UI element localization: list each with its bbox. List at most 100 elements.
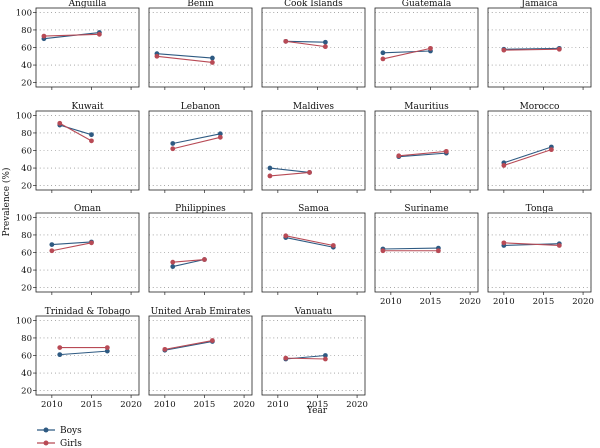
y-tick-label: 100 <box>16 8 32 18</box>
point-boys <box>209 55 215 61</box>
point-girls <box>57 120 63 126</box>
series-line-girls <box>398 150 447 157</box>
series-line-boys <box>156 53 213 59</box>
panel-title: Samoa <box>298 204 329 214</box>
series-line-boys <box>285 237 334 248</box>
y-tick-label: 40 <box>21 61 32 71</box>
x-tick-label: 2020 <box>120 400 142 410</box>
panel-frame <box>148 7 253 88</box>
panel-jamaica: Jamaica <box>487 0 592 90</box>
series-line-boys <box>503 47 560 50</box>
y-tick-label: 20 <box>21 79 32 89</box>
series-line-girls <box>164 340 213 350</box>
point-girls <box>89 138 94 144</box>
x-tick-label: 2020 <box>572 297 594 307</box>
series-line-boys <box>164 340 213 351</box>
y-tick-label: 20 <box>21 284 32 294</box>
panel-anguilla: Anguilla 20 40 60 80 100 <box>16 0 140 90</box>
panel-title: Morocco <box>520 102 560 112</box>
panel-title: United Arab Emirates <box>151 307 251 317</box>
series-line-girls <box>503 48 560 51</box>
panel-philippines: Philippines <box>148 204 253 295</box>
series-line-girls <box>285 235 334 247</box>
point-girls <box>89 240 94 246</box>
series-line-boys <box>398 152 447 158</box>
x-tick-label: 2015 <box>307 400 329 410</box>
y-tick-label: 80 <box>21 129 32 139</box>
series-line-boys <box>172 133 221 145</box>
y-tick-label: 80 <box>21 26 32 36</box>
y-tick-label: 60 <box>21 44 32 54</box>
y-tick-label: 40 <box>21 266 32 276</box>
point-boys <box>322 39 328 45</box>
point-boys <box>380 50 386 56</box>
panel-title: Suriname <box>404 204 448 214</box>
point-boys <box>217 131 223 137</box>
x-tick-label: 2010 <box>380 297 402 307</box>
y-tick-label: 80 <box>21 231 32 241</box>
series-line-boys <box>285 40 326 43</box>
point-girls <box>435 248 441 254</box>
x-tick-label: 2020 <box>233 400 255 410</box>
y-tick-label: 100 <box>16 111 32 121</box>
point-girls <box>548 147 554 153</box>
x-tick-label: 2015 <box>194 400 216 410</box>
point-girls <box>501 240 507 246</box>
series-line-girls <box>382 47 431 60</box>
point-girls <box>322 44 328 50</box>
series-line-girls <box>285 40 326 48</box>
x-tick-label: 2010 <box>41 400 63 410</box>
x-tick-label: 2020 <box>346 400 368 410</box>
panel-frame <box>261 212 366 293</box>
point-girls <box>104 345 110 350</box>
point-girls <box>501 163 507 168</box>
panel-suriname: Suriname 2010 2015 2020 <box>374 204 481 307</box>
panel-mauritius: Mauritius <box>374 102 479 193</box>
point-girls <box>217 134 223 140</box>
point-girls <box>283 355 289 361</box>
series-line-boys <box>59 350 108 356</box>
point-boys <box>170 264 176 269</box>
y-tick-label: 80 <box>21 334 32 344</box>
point-girls <box>49 248 55 254</box>
y-tick-label: 40 <box>21 164 32 174</box>
x-tick-label: 2015 <box>420 297 442 307</box>
point-boys <box>267 165 273 171</box>
panel-frame <box>148 315 253 396</box>
legend-marker-girls <box>43 440 49 446</box>
point-girls <box>162 346 168 352</box>
legend-label-boys: Boys <box>60 426 82 436</box>
point-girls <box>170 146 176 152</box>
panel-title: Guatemala <box>402 0 452 9</box>
point-girls <box>283 233 289 239</box>
point-girls <box>202 257 207 262</box>
point-girls <box>307 170 312 175</box>
panel-frame <box>261 7 366 88</box>
point-girls <box>209 60 215 65</box>
panel-title: Trinidad & Tobago <box>45 307 131 317</box>
point-girls <box>267 173 273 179</box>
point-boys <box>89 132 94 138</box>
series-line-boys <box>51 241 92 246</box>
x-tick-label: 2015 <box>533 297 555 307</box>
point-girls <box>396 153 402 159</box>
point-boys <box>322 353 328 358</box>
point-girls <box>380 56 386 62</box>
y-tick-label: 20 <box>21 182 32 192</box>
point-girls <box>209 338 215 343</box>
point-girls <box>96 31 102 37</box>
series-line-boys <box>382 247 439 250</box>
panel-frame <box>374 212 479 293</box>
y-tick-label: 60 <box>21 352 32 362</box>
point-girls <box>322 356 328 362</box>
panel-title: Philippines <box>175 204 226 214</box>
series-line-boys <box>269 167 310 173</box>
point-girls <box>170 259 176 265</box>
series-line-girls <box>503 149 552 166</box>
point-boys <box>57 352 63 358</box>
point-boys <box>104 348 110 354</box>
panel-title: Cook Islands <box>284 0 343 9</box>
panel-vanuatu: Vanuatu 2010 2015 2020 <box>261 307 368 410</box>
panel-title: Lebanon <box>181 102 221 112</box>
